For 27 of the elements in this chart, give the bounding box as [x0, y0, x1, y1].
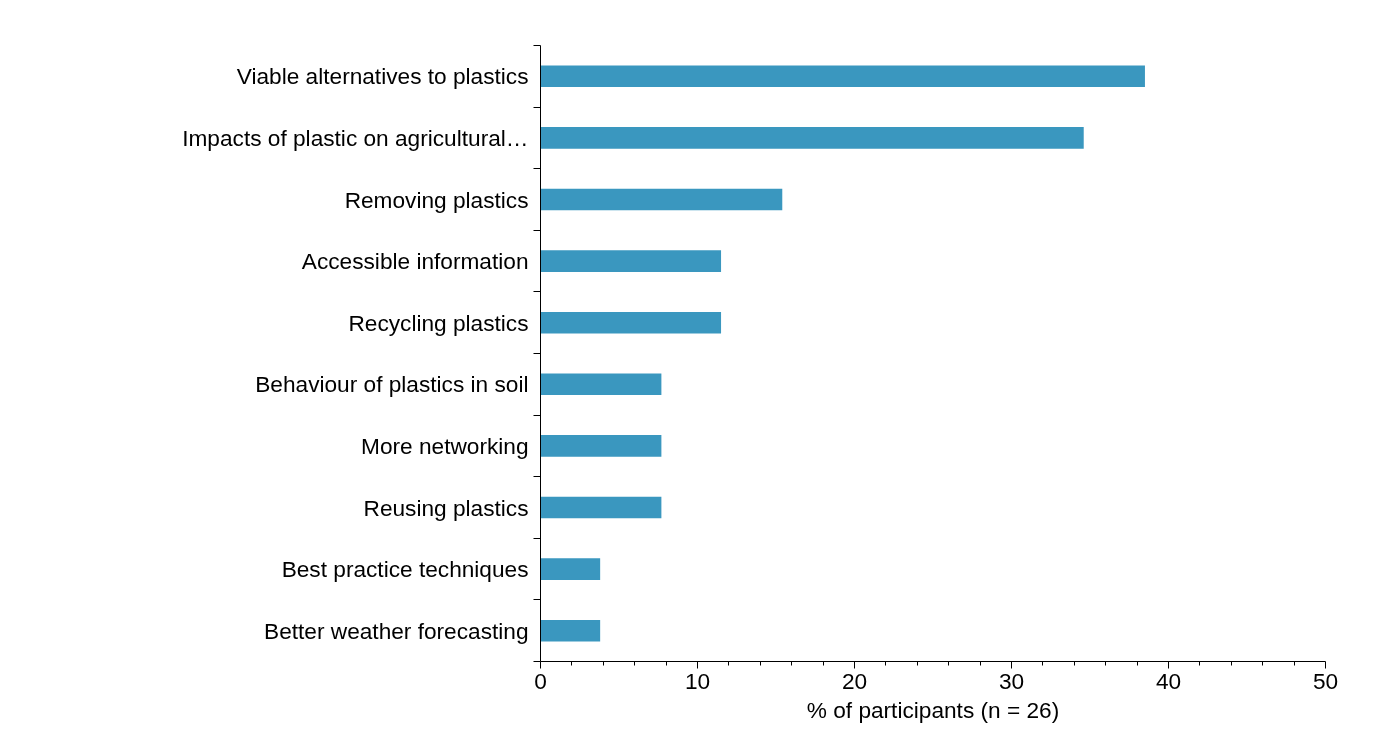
y-tick-label: More networking — [361, 432, 529, 459]
bar — [540, 435, 662, 457]
bar — [540, 373, 662, 396]
x-tick-label: 40 — [1155, 667, 1182, 694]
y-tick-label: Behaviour of plastics in soil — [255, 371, 529, 398]
y-tick-label: Reusing plastics — [363, 494, 529, 521]
x-axis-title: % of participants (n = 26) — [806, 696, 1060, 723]
bar — [540, 127, 1084, 149]
y-tick-label: Better weather forecasting — [264, 617, 529, 644]
x-tick-label: 50 — [1312, 667, 1339, 694]
bar — [540, 188, 783, 211]
y-tick-label: Impacts of plastic on agricultural… — [182, 124, 529, 151]
x-tick-label: 30 — [998, 667, 1025, 694]
y-tick-label: Removing plastics — [344, 186, 529, 213]
x-tick-label: 10 — [684, 667, 711, 694]
bar — [540, 619, 601, 642]
y-tick-label: Viable alternatives to plastics — [236, 63, 529, 90]
y-tick-label: Accessible information — [301, 248, 529, 275]
bar — [540, 558, 601, 580]
bar — [540, 311, 722, 334]
bar — [540, 496, 662, 519]
x-tick-label: 20 — [841, 667, 868, 694]
bar — [540, 250, 722, 272]
x-tick-label: 0 — [534, 667, 547, 694]
y-tick-label: Best practice techniques — [281, 556, 529, 583]
bar — [540, 65, 1145, 88]
y-tick-label: Recycling plastics — [348, 309, 529, 336]
